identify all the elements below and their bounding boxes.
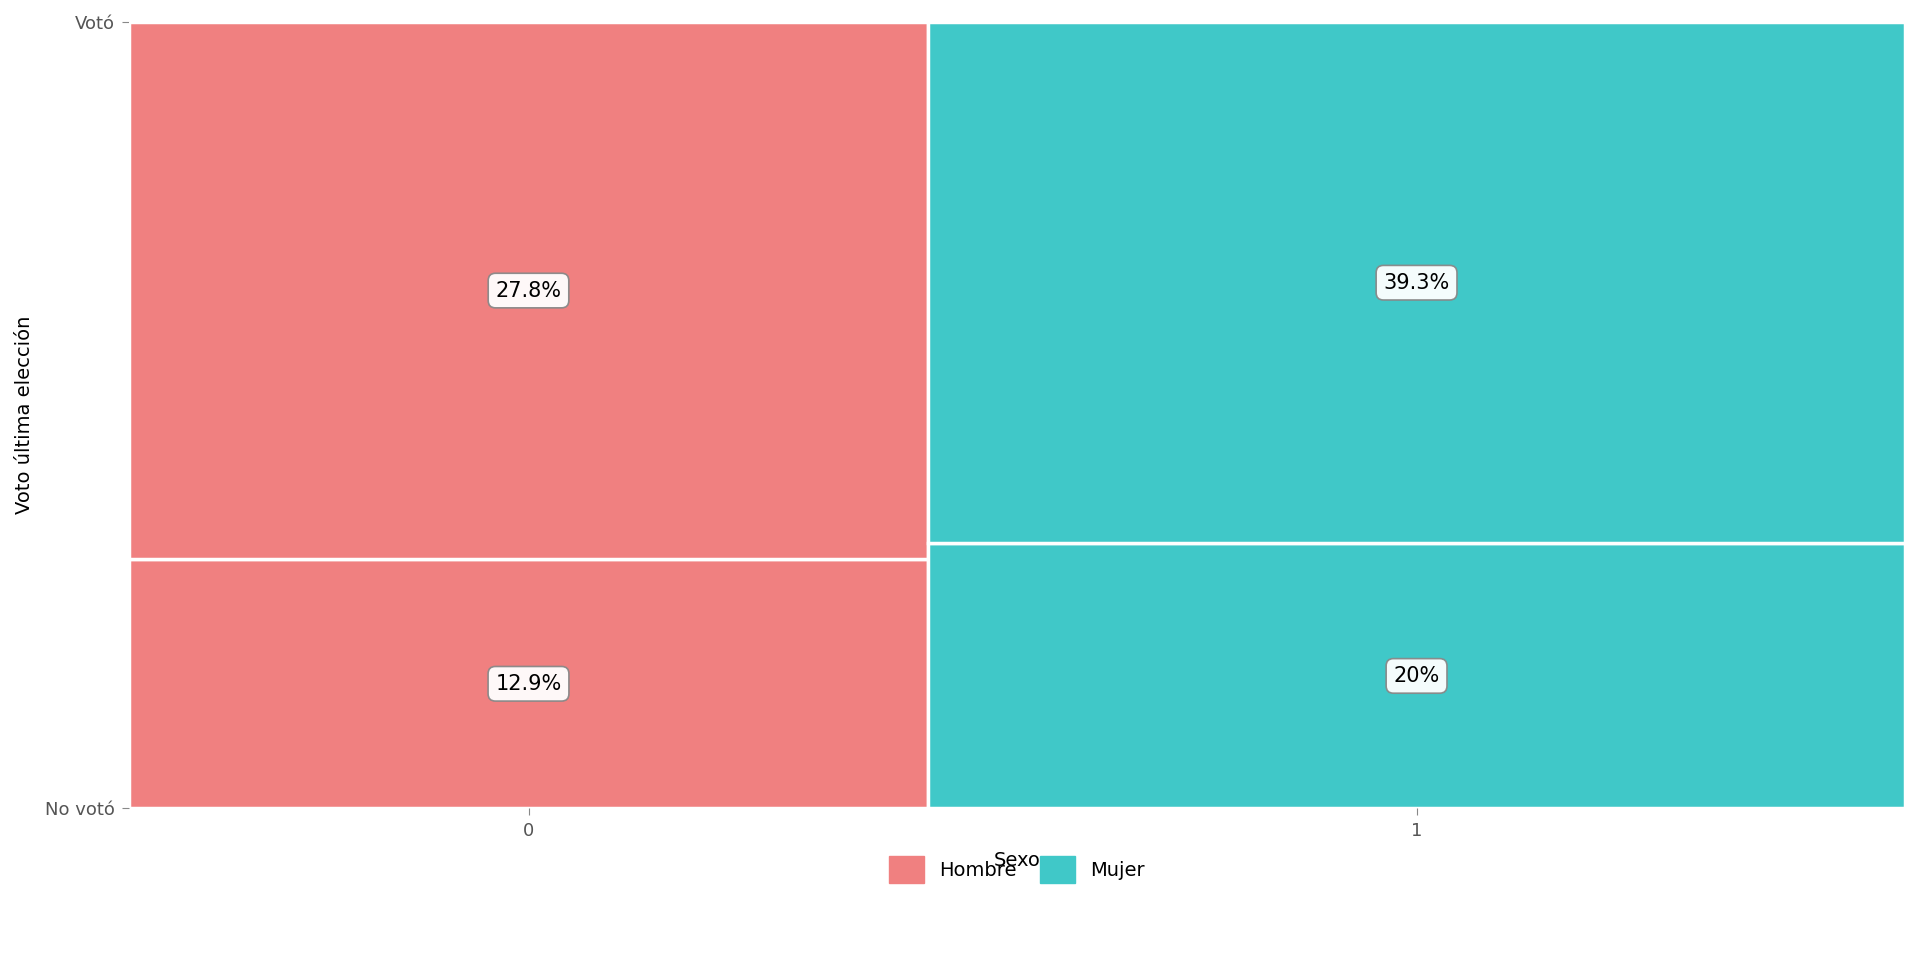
Text: 20%: 20%: [1394, 666, 1440, 685]
Text: 12.9%: 12.9%: [495, 674, 563, 694]
Y-axis label: Voto última elección: Voto última elección: [15, 316, 35, 515]
Legend: Hombre, Mujer: Hombre, Mujer: [879, 846, 1156, 893]
Bar: [927, 22, 1905, 543]
Text: 27.8%: 27.8%: [495, 280, 561, 300]
Bar: [129, 22, 927, 559]
Bar: [927, 543, 1905, 808]
X-axis label: Sexo: Sexo: [993, 852, 1041, 871]
Bar: [129, 559, 927, 808]
Text: 39.3%: 39.3%: [1384, 273, 1450, 293]
